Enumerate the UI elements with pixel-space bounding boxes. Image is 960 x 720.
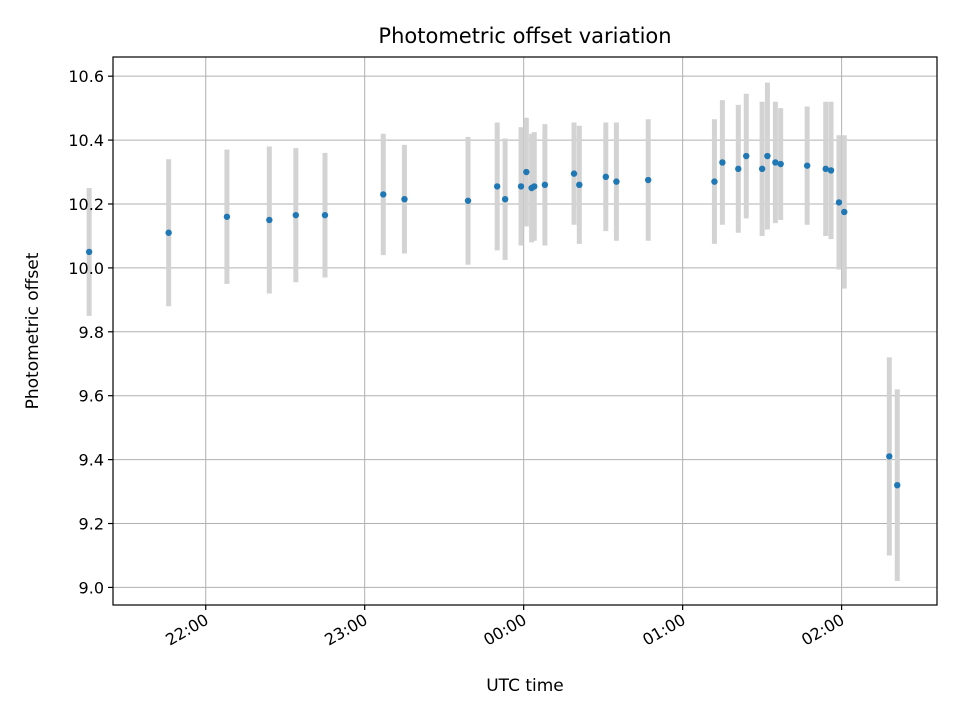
- y-tick-label: 9.4: [79, 451, 104, 470]
- data-point: [517, 183, 525, 190]
- x-tick-label: 00:00: [480, 610, 529, 650]
- x-tick-label: 02:00: [798, 610, 847, 650]
- data-point: [602, 173, 610, 181]
- data-point: [613, 178, 620, 185]
- data-point: [380, 191, 387, 198]
- data-point: [464, 197, 472, 204]
- y-tick-label: 9.6: [79, 387, 104, 406]
- data-point: [772, 159, 779, 166]
- x-axis-label: UTC time: [486, 676, 564, 696]
- data-point: [401, 195, 408, 203]
- chart-title: Photometric offset variation: [378, 24, 671, 48]
- data-point: [735, 165, 742, 173]
- data-point: [803, 162, 811, 169]
- data-point: [493, 183, 501, 190]
- data-point: [822, 165, 829, 173]
- x-tick-label: 22:00: [162, 610, 211, 650]
- axes-frame: [112, 56, 938, 606]
- data-point: [841, 208, 848, 216]
- y-axis-label: Photometric offset: [23, 252, 43, 409]
- data-point: [894, 481, 901, 489]
- data-point: [835, 199, 843, 206]
- data-point: [645, 176, 652, 184]
- data-point: [570, 170, 578, 177]
- x-tick-label: 23:00: [321, 610, 370, 650]
- x-tick-label: 01:00: [639, 610, 688, 650]
- y-tick-label: 10.2: [68, 195, 104, 214]
- data-point: [764, 152, 771, 160]
- y-tick-label: 10.6: [68, 67, 104, 86]
- data-point: [711, 178, 718, 185]
- y-tick-label: 9.8: [79, 323, 104, 342]
- x-axis-ticks: 22:00 23:00 00:00 01:00 02:00: [162, 605, 848, 650]
- data-point: [292, 211, 300, 219]
- data-point: [743, 152, 750, 160]
- data-point: [758, 165, 766, 173]
- data-point: [531, 183, 538, 190]
- data-point: [523, 168, 530, 176]
- data-point: [541, 181, 549, 189]
- data-point: [827, 167, 835, 174]
- data-point: [85, 248, 93, 256]
- y-tick-label: 10.4: [68, 131, 104, 150]
- data-points: [85, 152, 901, 489]
- data-point: [223, 213, 231, 220]
- y-tick-label: 10.0: [68, 259, 104, 278]
- data-point: [777, 160, 784, 168]
- y-tick-label: 9.2: [79, 515, 104, 534]
- y-axis-ticks: 9.0 9.2 9.4 9.6 9.8 10.0 10.2 10.4 10.6: [68, 67, 113, 597]
- y-tick-label: 9.0: [79, 578, 104, 597]
- data-point: [576, 181, 583, 189]
- data-point: [321, 211, 329, 219]
- data-point: [266, 216, 273, 224]
- data-point: [719, 159, 726, 166]
- data-point: [886, 453, 893, 460]
- data-point: [501, 195, 509, 203]
- data-point: [165, 229, 172, 236]
